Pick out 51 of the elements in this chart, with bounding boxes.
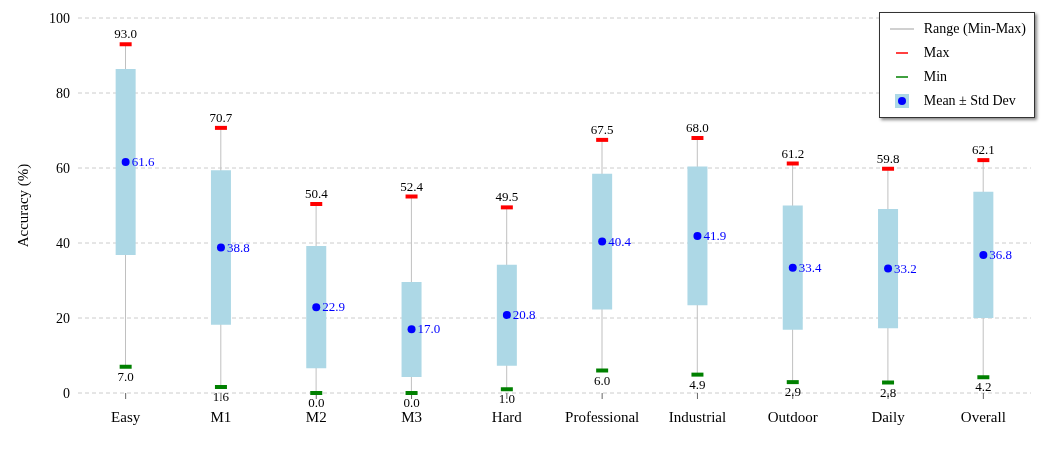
data-label: 38.8 <box>226 239 250 255</box>
data-label: 0.0 <box>308 395 325 410</box>
y-tick-label: 80 <box>56 85 70 101</box>
data-label: 68.0 <box>686 120 709 135</box>
data-label: 93.0 <box>114 26 138 42</box>
data-label: 70.7 <box>209 109 233 125</box>
y-tick-label: 0 <box>63 385 70 401</box>
x-tick-label: Overall <box>960 408 1006 425</box>
x-tick-label: Professional <box>565 408 640 425</box>
data-label: 59.8 <box>876 150 900 166</box>
data-label: 36.8 <box>989 247 1013 262</box>
legend-label: Max <box>923 44 950 62</box>
x-tick-label: M1 <box>210 408 232 425</box>
y-tick-label: 60 <box>56 160 70 176</box>
y-tick-label: 20 <box>56 310 70 326</box>
x-tick-label: M3 <box>401 408 422 425</box>
data-label: 4.2 <box>975 379 992 395</box>
data-label: 41.9 <box>703 227 727 243</box>
data-label: 61.2 <box>781 145 805 161</box>
data-label: 6.0 <box>594 372 611 388</box>
data-label: 52.4 <box>400 178 424 194</box>
x-tick-label: Easy <box>111 408 141 425</box>
y-axis-title: Accuracy (%) <box>15 163 33 248</box>
data-label: 22.9 <box>322 299 345 315</box>
x-tick-label: Industrial <box>668 408 727 425</box>
data-label: 0.0 <box>403 395 420 410</box>
legend-label: Min <box>923 68 948 86</box>
legend-label: Mean ± Std Dev <box>923 92 1016 110</box>
x-tick-label: M2 <box>305 408 327 425</box>
data-label: 33.2 <box>894 260 917 276</box>
data-label: 49.5 <box>495 189 519 205</box>
data-label: 67.5 <box>590 121 614 137</box>
data-label: 2.8 <box>879 384 897 400</box>
data-label: 7.0 <box>117 368 134 384</box>
data-label: 61.6 <box>131 154 155 169</box>
data-label: 33.4 <box>798 259 822 275</box>
y-tick-label: 40 <box>56 235 70 251</box>
data-label: 40.4 <box>608 233 632 249</box>
data-label: 62.1 <box>971 142 995 158</box>
data-label: 1.6 <box>212 389 230 404</box>
data-label: 1.0 <box>498 391 515 407</box>
x-tick-label: Hard <box>491 408 523 425</box>
x-tick-label: Outdoor <box>767 408 818 425</box>
data-label: 17.0 <box>417 321 441 337</box>
data-label: 20.8 <box>512 307 536 322</box>
data-label: 4.9 <box>689 376 706 392</box>
data-label: 50.4 <box>304 186 329 201</box>
x-tick-label: Daily <box>871 408 906 425</box>
y-tick-label: 100 <box>49 10 70 26</box>
data-label: 2.9 <box>784 384 801 400</box>
legend-label: Range (Min-Max) <box>923 20 1026 38</box>
